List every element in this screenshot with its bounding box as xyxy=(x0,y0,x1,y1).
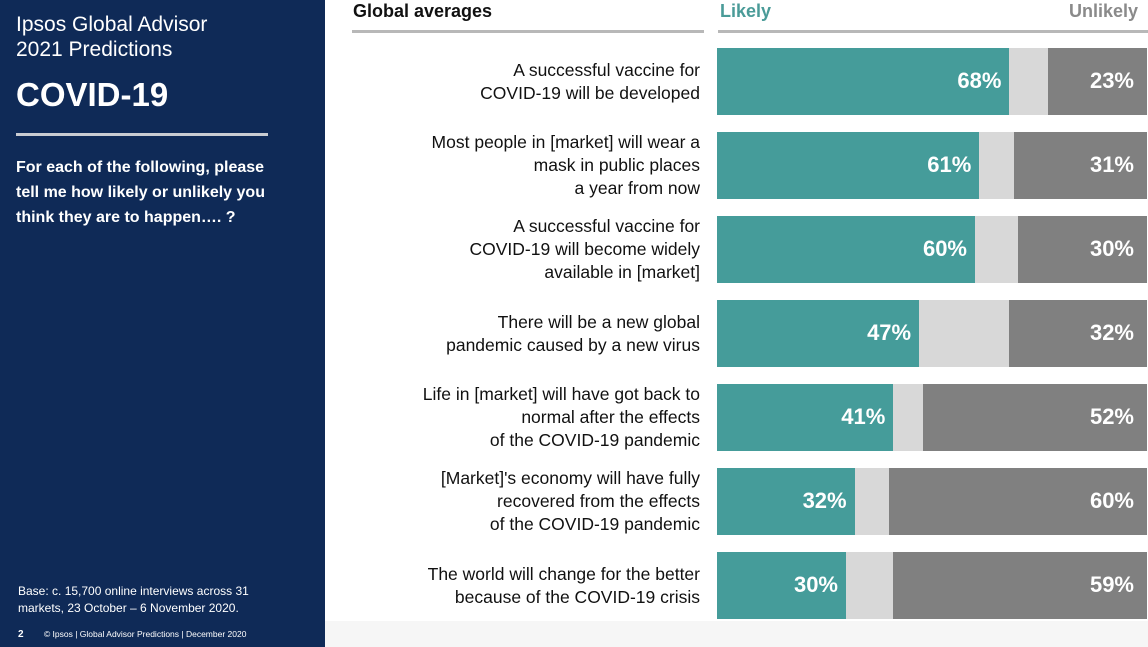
category-label: There will be a new global pandemic cause… xyxy=(340,311,700,357)
legend-likely: Likely xyxy=(720,1,772,21)
category-label-line: Most people in [market] will wear a xyxy=(431,132,700,152)
bar-remainder xyxy=(1009,48,1049,115)
category-label-line: [Market]'s economy will have fully xyxy=(440,468,700,488)
base-note-line-2: markets, 23 October – 6 November 2020. xyxy=(18,601,239,615)
category-label-line: A successful vaccine for xyxy=(513,216,700,236)
bar-remainder xyxy=(893,384,924,451)
unlikely-value-label: 23% xyxy=(1089,68,1134,93)
brand-line-1: Ipsos Global Advisor xyxy=(16,13,208,36)
bar-unlikely xyxy=(1048,48,1147,115)
bar-unlikely xyxy=(923,384,1147,451)
chart-title: Global averages xyxy=(353,1,493,21)
category-label-line: The world will change for the better xyxy=(427,563,700,584)
category-label-line: COVID-19 will be developed xyxy=(480,82,700,103)
bar-remainder xyxy=(919,300,1010,367)
bar-likely xyxy=(717,48,1010,115)
likely-value-label: 32% xyxy=(802,488,847,513)
category-label: Life in [market] will have got back to no… xyxy=(340,383,700,452)
likely-value-label: 68% xyxy=(957,68,1002,93)
base-note: Base: c. 15,700 online interviews across… xyxy=(18,583,308,617)
brand-line-2: 2021 Predictions xyxy=(16,38,173,61)
sidebar: Ipsos Global Advisor 2021 Predictions CO… xyxy=(0,0,325,647)
unlikely-value-label: 60% xyxy=(1089,488,1134,513)
category-label-line: because of the COVID-19 crisis xyxy=(454,586,700,607)
legend-unlikely: Unlikely xyxy=(1068,1,1138,21)
bar-likely xyxy=(717,300,920,367)
category-label-line: a year from now xyxy=(574,178,700,198)
brand-title: Ipsos Global Advisor 2021 Predictions xyxy=(16,12,207,62)
category-label: The world will change for the better beca… xyxy=(340,563,700,609)
category-label-line: recovered from the effects xyxy=(497,491,700,511)
likely-value-label: 41% xyxy=(841,404,886,429)
bar-remainder xyxy=(979,132,1014,199)
category-label-line: pandemic caused by a new virus xyxy=(446,334,700,355)
category-label-line: normal after the effects xyxy=(521,407,700,427)
bar-unlikely xyxy=(1018,216,1147,283)
unlikely-value-label: 30% xyxy=(1089,236,1134,261)
category-label-line: available in [market] xyxy=(544,262,700,282)
unlikely-value-label: 52% xyxy=(1089,404,1134,429)
bar-remainder xyxy=(846,552,894,619)
bar-unlikely xyxy=(1009,300,1147,367)
slide-heading: COVID-19 xyxy=(16,76,169,113)
bar-likely xyxy=(717,552,846,619)
title-underline xyxy=(352,30,704,33)
sidebar-divider xyxy=(16,133,268,136)
category-label: [Market]'s economy will have fully recove… xyxy=(340,467,700,536)
category-label-line: of the COVID-19 pandemic xyxy=(489,514,700,534)
footer: 2 © Ipsos | Global Advisor Predictions |… xyxy=(18,629,246,640)
likely-value-label: 47% xyxy=(867,320,912,345)
bar-likely xyxy=(717,384,894,451)
unlikely-value-label: 31% xyxy=(1089,152,1134,177)
category-label-line: of the COVID-19 pandemic xyxy=(489,430,700,450)
category-label-line: A successful vaccine for xyxy=(513,59,700,80)
category-label: A successful vaccine for COVID-19 will be… xyxy=(340,59,700,105)
likely-value-label: 60% xyxy=(922,236,967,261)
bar-unlikely xyxy=(893,552,1147,619)
survey-question: For each of the following, please tell m… xyxy=(16,159,265,226)
bar-unlikely xyxy=(889,468,1147,535)
unlikely-value-label: 59% xyxy=(1089,572,1134,597)
category-label-line: COVID-19 will become widely xyxy=(469,239,701,259)
page-number: 2 xyxy=(18,629,24,640)
likely-value-label: 61% xyxy=(927,152,972,177)
bar-likely xyxy=(717,216,975,283)
category-label-line: Life in [market] will have got back to xyxy=(422,384,700,404)
category-label: A successful vaccine for COVID-19 will be… xyxy=(340,215,701,284)
base-note-line-1: Base: c. 15,700 online interviews across… xyxy=(18,584,249,598)
bar-likely xyxy=(717,132,980,199)
category-label-line: There will be a new global xyxy=(497,311,700,332)
bar-likely xyxy=(717,468,855,535)
unlikely-value-label: 32% xyxy=(1089,320,1134,345)
footer-strip xyxy=(325,621,1148,647)
bar-unlikely xyxy=(1013,132,1147,199)
category-label: Most people in [market] will wear a mask … xyxy=(340,131,700,200)
legend-underline xyxy=(718,30,1148,33)
likely-value-label: 30% xyxy=(793,572,838,597)
bar-remainder xyxy=(975,216,1018,283)
category-label-line: mask in public places xyxy=(533,155,700,175)
bar-remainder xyxy=(854,468,889,535)
footer-text: © Ipsos | Global Advisor Predictions | D… xyxy=(43,629,247,639)
